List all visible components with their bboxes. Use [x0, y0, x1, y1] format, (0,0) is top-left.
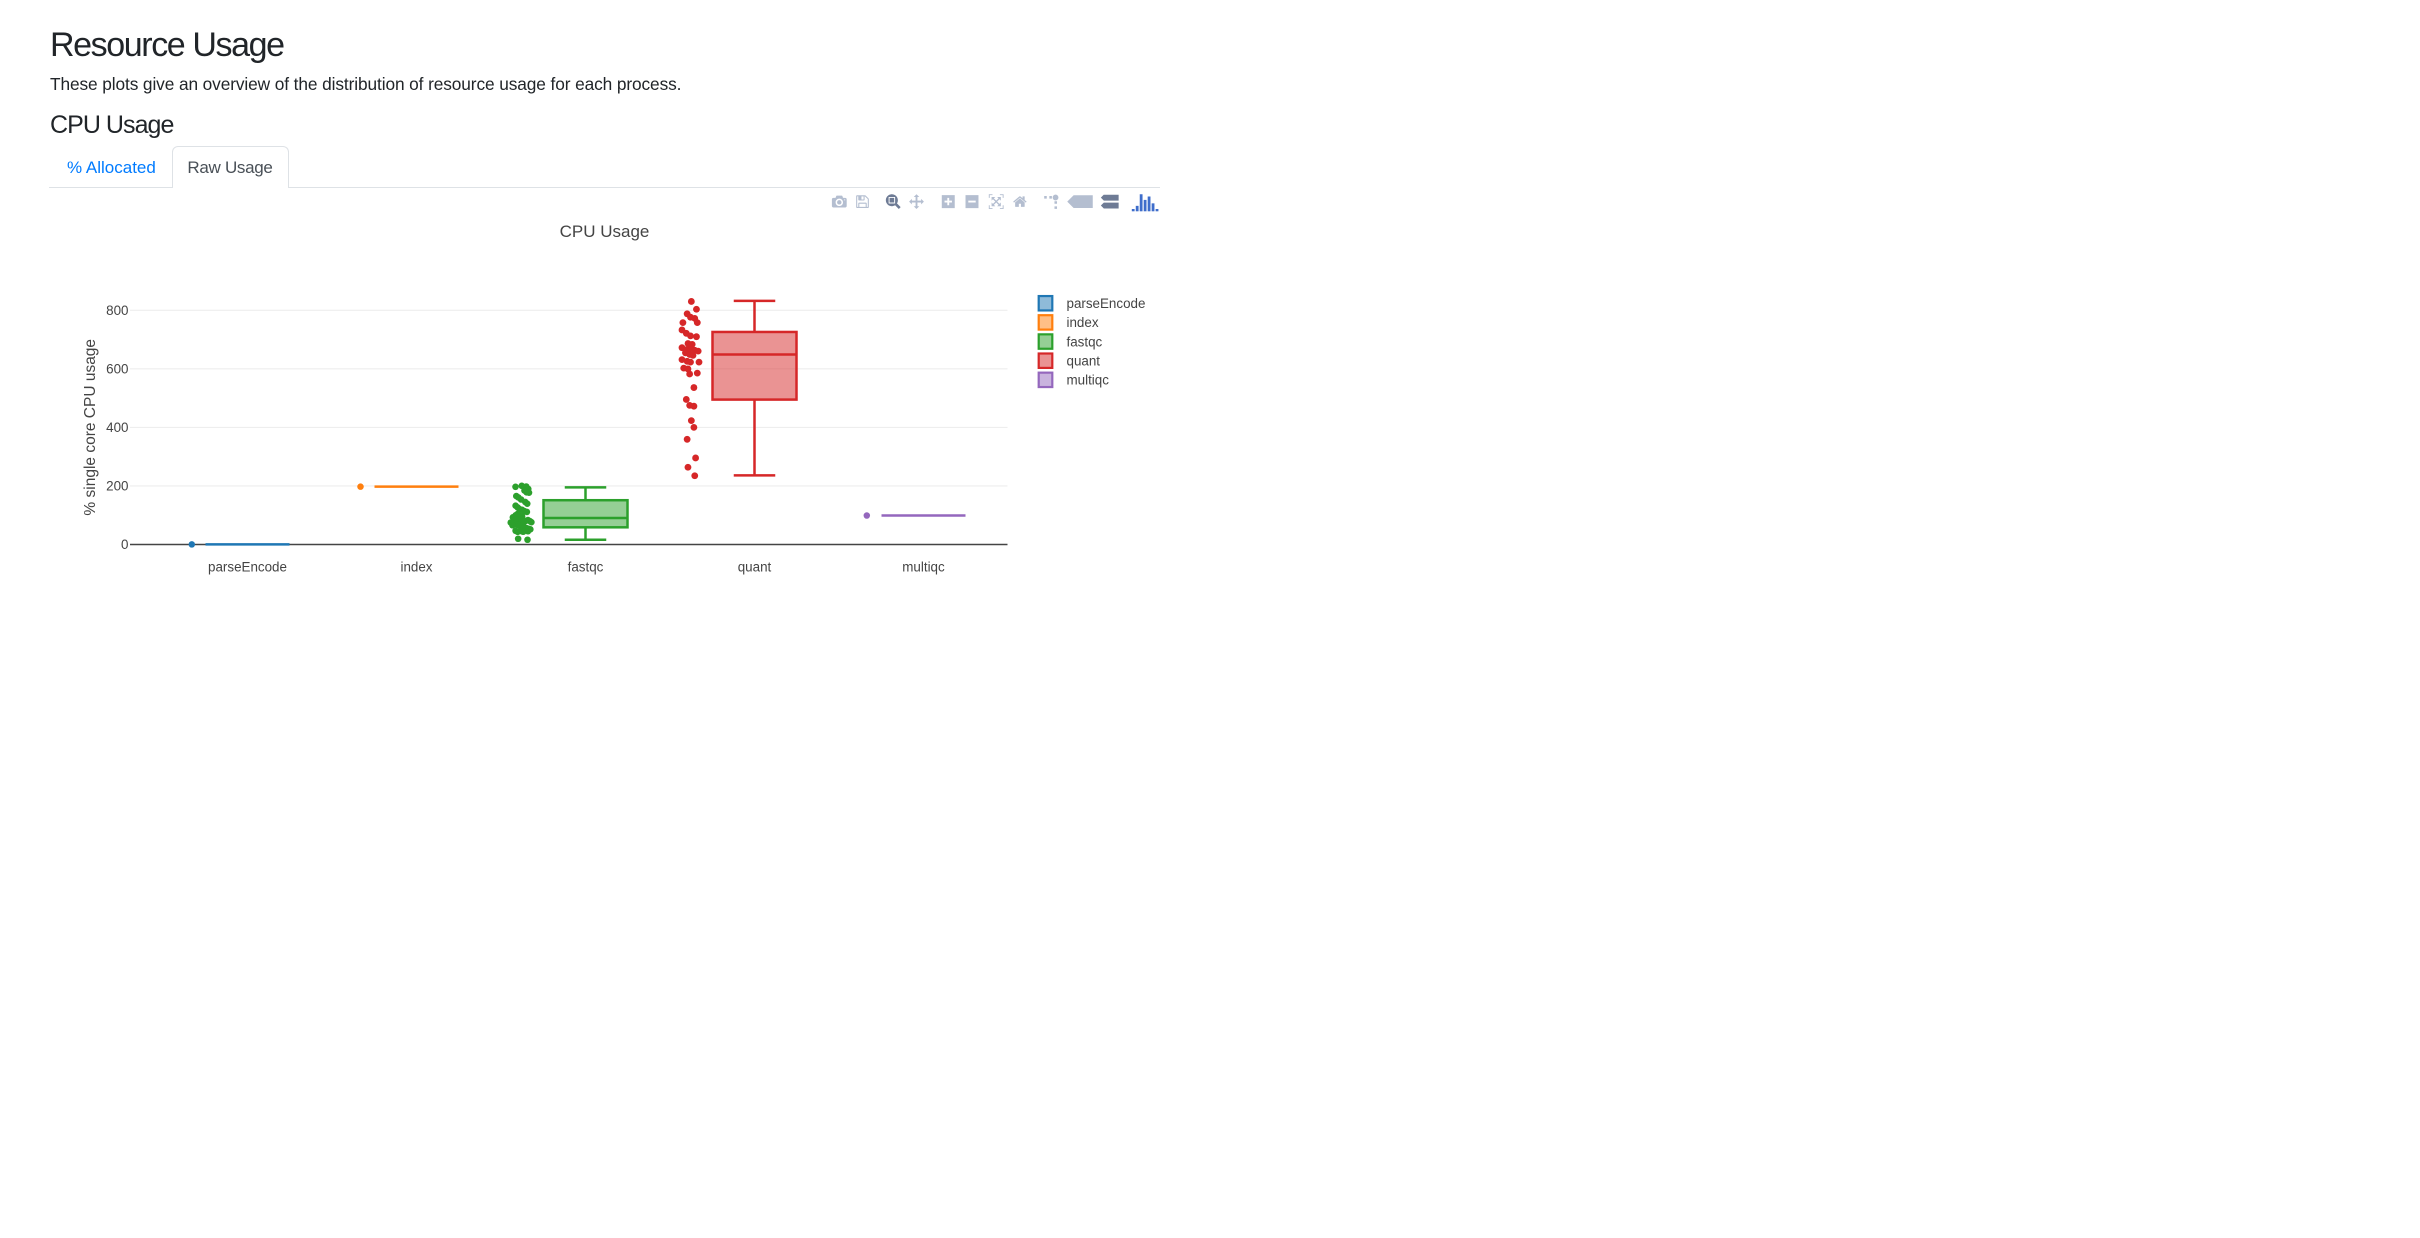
svg-text:fastqc: fastqc — [1067, 334, 1103, 349]
svg-text:index: index — [400, 560, 432, 575]
svg-text:0: 0 — [121, 537, 128, 552]
svg-text:quant: quant — [738, 560, 772, 575]
svg-text:index: index — [1067, 315, 1099, 330]
svg-text:parseEncode: parseEncode — [208, 560, 287, 575]
svg-text:400: 400 — [106, 420, 128, 435]
svg-text:multiqc: multiqc — [1067, 373, 1110, 388]
svg-text:multiqc: multiqc — [902, 560, 945, 575]
svg-text:% single core CPU usage: % single core CPU usage — [82, 339, 99, 516]
svg-text:quant: quant — [1067, 353, 1101, 368]
svg-text:800: 800 — [106, 303, 128, 318]
svg-text:200: 200 — [106, 479, 128, 494]
svg-text:parseEncode: parseEncode — [1067, 296, 1146, 311]
svg-text:CPU Usage: CPU Usage — [560, 222, 650, 241]
svg-text:fastqc: fastqc — [568, 560, 604, 575]
svg-text:600: 600 — [106, 362, 128, 377]
